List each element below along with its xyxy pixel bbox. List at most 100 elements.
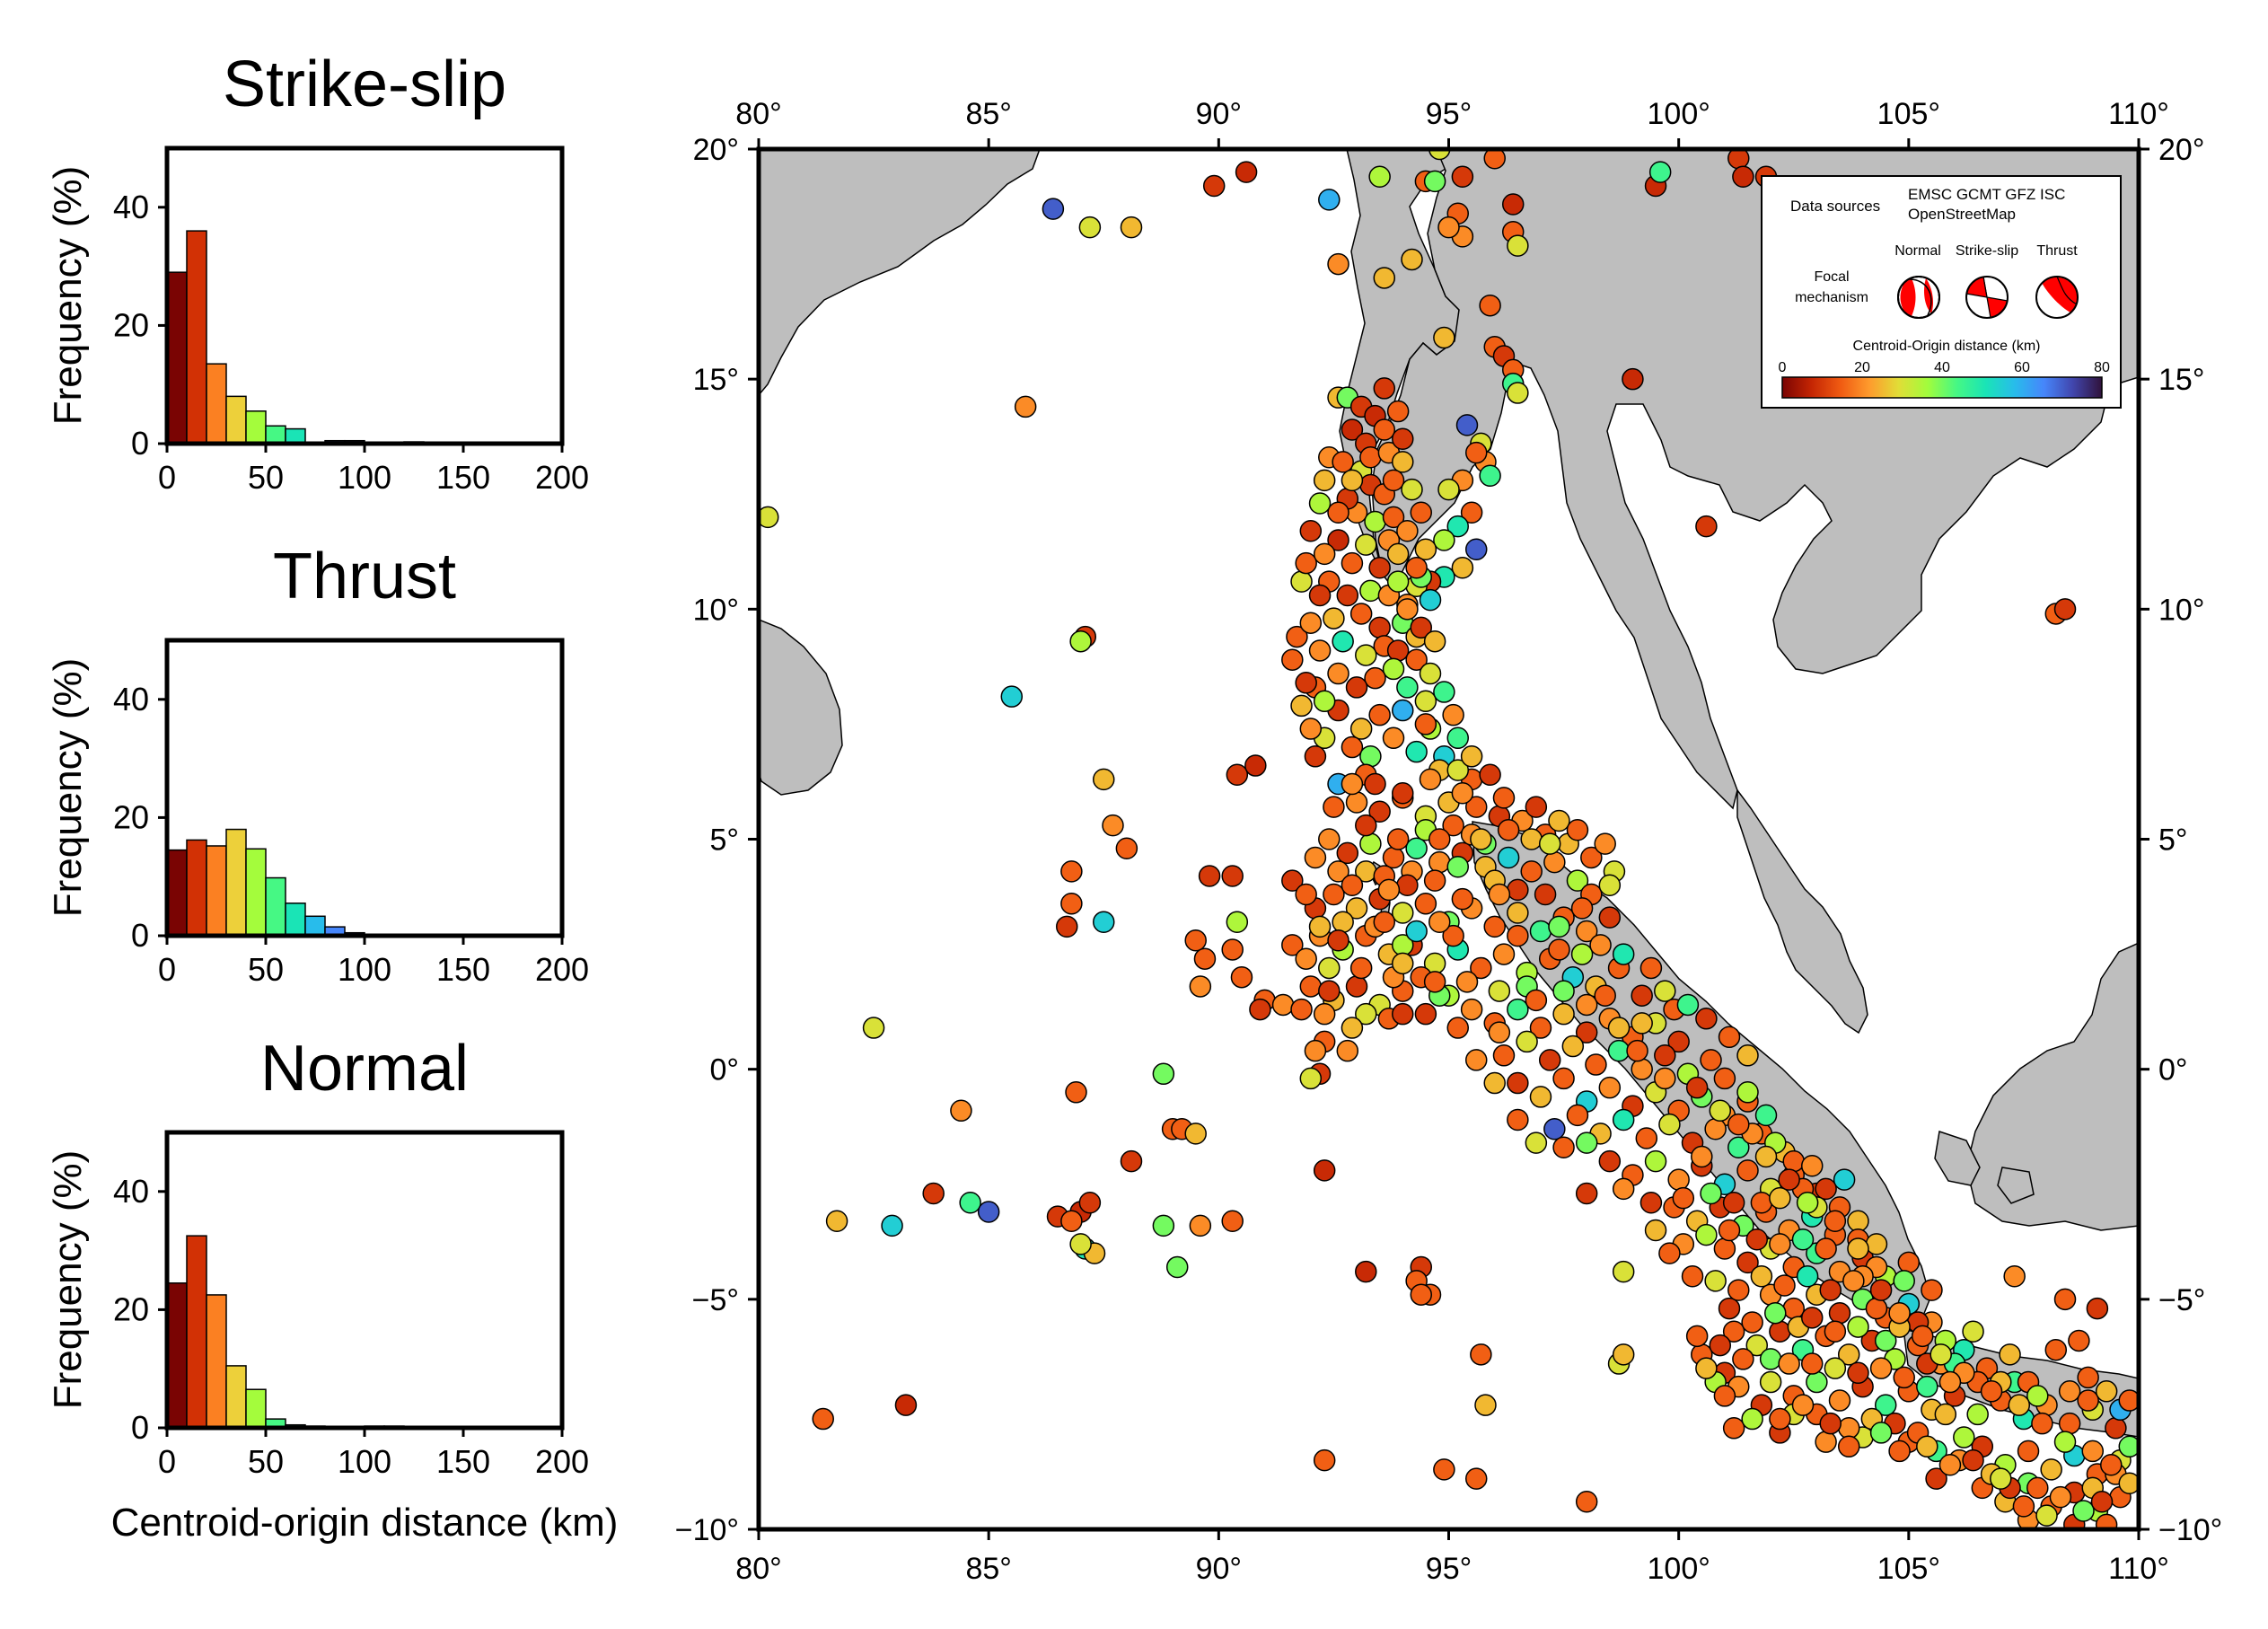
earthquake-event — [1782, 1149, 1805, 1173]
earthquake-event — [1589, 934, 1612, 956]
x-tick-label: 100 — [338, 459, 391, 496]
earthquake-event — [1345, 897, 1368, 920]
earthquake-event — [1364, 510, 1386, 533]
earthquake-event — [1323, 796, 1345, 818]
earthquake-event — [1093, 911, 1115, 933]
earthquake-event — [1414, 892, 1437, 915]
earthquake-event — [1341, 551, 1364, 575]
earthquake-event — [1396, 874, 1419, 896]
earthquake-event — [1332, 451, 1354, 473]
earthquake-event — [1451, 782, 1474, 805]
earthquake-event — [1507, 924, 1529, 947]
y-tick-label: 0 — [131, 917, 149, 954]
earthquake-event — [1736, 1159, 1759, 1182]
earthquake-event — [1446, 726, 1469, 750]
earthquake-event — [1824, 1320, 1847, 1343]
earthquake-event — [1460, 501, 1483, 524]
earthquake-event — [1364, 666, 1386, 690]
earthquake-event — [1501, 193, 1525, 216]
earthquake-event — [1392, 427, 1414, 451]
earthquake-event — [1561, 1035, 1585, 1058]
earthquake-event — [1405, 920, 1428, 943]
earthquake-event — [1575, 1021, 1598, 1043]
earthquake-event — [1736, 1081, 1759, 1104]
x-tick-label: 100 — [338, 1443, 391, 1480]
earthquake-event — [1722, 1417, 1745, 1440]
earthquake-event — [1732, 165, 1754, 188]
thrust-beachball-icon — [2035, 276, 2079, 319]
earthquake-event — [1373, 911, 1396, 933]
earthquake-event — [1727, 1113, 1750, 1136]
earthquake-event — [1575, 1491, 1598, 1513]
earthquake-event — [1327, 860, 1349, 883]
lon-label-top: 110° — [2108, 97, 2169, 131]
earthquake-event — [1323, 883, 1345, 906]
earthquake-event — [922, 1182, 945, 1205]
earthquake-event — [1815, 1431, 1837, 1453]
earthquake-event — [1916, 1435, 1938, 1458]
lat-label-right: 20° — [2158, 133, 2204, 167]
land-south-asia — [759, 149, 1041, 397]
histogram-normal: Normal Frequency (%) 0 50 100 150 200 0 20 40 C… — [46, 1033, 618, 1545]
earthquake-event — [1433, 529, 1455, 551]
earthquake-event — [1709, 1334, 1732, 1357]
earthquake-event — [1464, 1467, 1488, 1490]
y-tick-label: 40 — [113, 1173, 149, 1210]
earthquake-event — [1718, 1026, 1741, 1049]
earthquake-event — [1377, 878, 1401, 902]
earthquake-event — [1290, 694, 1313, 718]
legend-focal-label-line1: Focal — [1814, 269, 1849, 285]
earthquake-event — [1631, 984, 1653, 1007]
earthquake-event — [2049, 1485, 2072, 1509]
histogram-bar — [245, 410, 267, 445]
earthquake-event — [2072, 1500, 2095, 1522]
earthquake-event — [1290, 998, 1313, 1021]
earthquake-event — [1691, 1145, 1713, 1168]
earthquake-event — [1355, 533, 1377, 556]
x-tick-label: 150 — [436, 951, 490, 988]
earthquake-event — [1428, 828, 1451, 850]
earthquake-event — [1548, 938, 1570, 961]
earthquake-event — [1327, 252, 1349, 276]
x-tick-label: 50 — [248, 1443, 284, 1480]
earthquake-event — [1446, 1017, 1469, 1039]
earthquake-event — [1534, 883, 1557, 906]
histogram-bars — [166, 828, 405, 937]
histogram-ylabel: Frequency (%) — [46, 658, 90, 918]
lat-label-right: −5° — [2158, 1283, 2205, 1317]
earthquake-event — [1750, 1191, 1773, 1214]
earthquake-event — [1470, 828, 1492, 850]
earthquake-event — [1612, 1260, 1635, 1283]
earthquake-event — [1318, 956, 1341, 980]
earthquake-event — [1419, 662, 1442, 685]
earthquake-event — [1193, 947, 1217, 970]
earthquake-event — [1865, 1297, 1888, 1320]
earthquake-event — [1842, 1270, 1865, 1292]
earthquake-event — [1566, 819, 1589, 841]
earthquake-event — [1800, 1155, 1824, 1177]
earthquake-event — [1286, 625, 1308, 648]
earthquake-event — [1308, 492, 1332, 515]
earthquake-event — [1612, 1177, 1635, 1201]
earthquake-event — [1741, 1311, 1763, 1334]
earthquake-event — [1695, 1223, 1718, 1246]
histogram-bar — [166, 271, 188, 445]
earthquake-event — [1552, 980, 1575, 1002]
earthquake-event — [1332, 911, 1354, 933]
earthquake-event — [1295, 947, 1317, 970]
earthquake-event — [1419, 588, 1442, 612]
earthquake-event — [1349, 603, 1373, 625]
earthquake-event — [1552, 1067, 1575, 1090]
earthquake-event — [1184, 1123, 1207, 1145]
histogram-bar — [166, 849, 188, 937]
earthquake-event — [1271, 993, 1295, 1017]
earthquake-event — [1318, 189, 1341, 211]
earthquake-event — [1497, 819, 1520, 841]
earthquake-event — [1930, 1343, 1952, 1366]
earthquake-event — [1507, 1108, 1529, 1131]
earthquake-event — [1392, 699, 1414, 722]
earthquake-event — [1713, 1237, 1736, 1260]
earthquake-event — [1392, 1002, 1414, 1026]
earthquake-event — [1060, 1210, 1083, 1232]
earthquake-event — [2026, 1385, 2049, 1407]
